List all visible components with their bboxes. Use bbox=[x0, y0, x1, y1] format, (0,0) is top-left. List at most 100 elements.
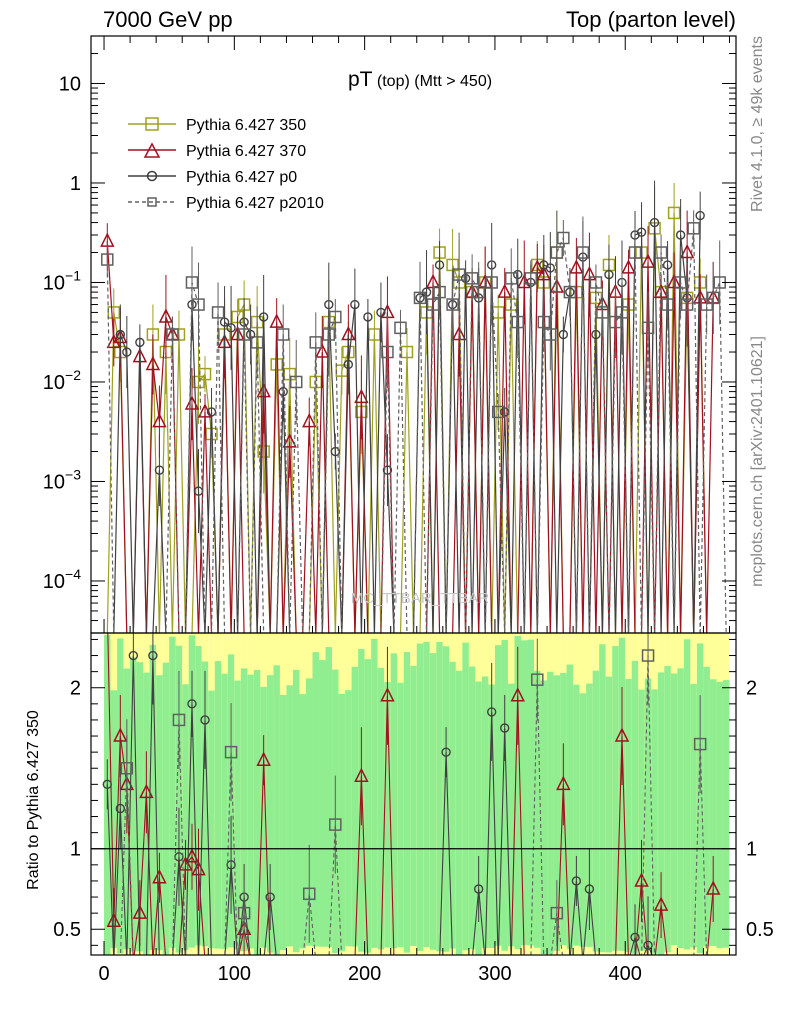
data-point bbox=[550, 246, 564, 259]
data-point bbox=[667, 206, 681, 220]
ratio-band-green bbox=[449, 661, 456, 949]
data-point bbox=[276, 328, 290, 341]
ratio-band-green bbox=[468, 666, 476, 950]
ratio-band-green bbox=[279, 694, 287, 951]
legend: Pythia 6.427 350 Pythia 6.427 370 Pythia… bbox=[128, 117, 324, 212]
ratio-band-green bbox=[169, 636, 176, 948]
data-point bbox=[350, 299, 360, 310]
data-point bbox=[106, 333, 122, 349]
ratio-band-green bbox=[638, 689, 645, 951]
ratio-band-green bbox=[240, 668, 248, 952]
ratio-point bbox=[550, 906, 564, 920]
data-point bbox=[154, 465, 165, 475]
ratio-point bbox=[128, 650, 139, 661]
ratio-band-green bbox=[514, 636, 521, 950]
ratio-y-tick-label-right: 0.5 bbox=[746, 919, 774, 941]
ratio-point bbox=[172, 713, 186, 727]
data-point bbox=[376, 307, 386, 318]
data-point bbox=[485, 276, 498, 289]
data-point bbox=[653, 283, 669, 298]
data-point bbox=[354, 388, 369, 404]
y-tick-label: 10−2 bbox=[43, 367, 81, 394]
ratio-band-green bbox=[547, 671, 554, 954]
ratio-point bbox=[630, 932, 640, 942]
ratio-point bbox=[113, 727, 128, 742]
ratio-point bbox=[148, 650, 158, 661]
data-point bbox=[270, 358, 283, 371]
data-point bbox=[687, 222, 700, 235]
ratio-point bbox=[132, 904, 148, 919]
data-point bbox=[166, 328, 179, 341]
ratio-band-green bbox=[657, 672, 665, 955]
ratio-band-green bbox=[306, 678, 313, 946]
data-point bbox=[226, 323, 236, 333]
ratio-band-green bbox=[266, 675, 274, 953]
ratio-point bbox=[152, 869, 167, 884]
ratio-band-green bbox=[625, 679, 632, 952]
data-point bbox=[465, 272, 479, 285]
data-point bbox=[674, 276, 687, 289]
ratio-band-green bbox=[247, 674, 254, 949]
ratio-band-green bbox=[475, 681, 482, 955]
data-point bbox=[413, 291, 427, 305]
y-tick-label: 10−3 bbox=[43, 466, 81, 493]
ratio-band-green bbox=[696, 643, 704, 953]
ratio-point bbox=[486, 707, 497, 717]
ratio-point bbox=[705, 880, 721, 895]
data-point bbox=[511, 315, 524, 329]
data-point bbox=[692, 289, 708, 304]
ratio-point bbox=[380, 687, 395, 702]
ratio-point bbox=[106, 912, 122, 927]
data-point bbox=[636, 227, 647, 237]
side-mcplots-label: mcplots.cern.ch [arXiv:2401.10621] bbox=[749, 336, 766, 587]
ratio-point bbox=[200, 715, 210, 725]
ratio-band-green bbox=[481, 676, 489, 949]
ratio-band-green bbox=[540, 680, 548, 954]
data-point bbox=[152, 412, 167, 428]
ratio-point bbox=[473, 884, 484, 894]
data-point bbox=[382, 465, 393, 475]
ratio-band-green bbox=[612, 646, 619, 951]
ratio-band-green bbox=[592, 670, 600, 952]
ratio-band-green bbox=[214, 661, 222, 949]
series-3 bbox=[101, 210, 727, 633]
ratio-band-green bbox=[586, 683, 593, 947]
data-point bbox=[472, 285, 485, 299]
data-point bbox=[477, 273, 493, 289]
ratio-band-green bbox=[573, 684, 580, 946]
data-point bbox=[426, 298, 440, 311]
data-point bbox=[192, 375, 205, 389]
ratio-band-green bbox=[201, 661, 209, 947]
ratio-point bbox=[115, 803, 126, 814]
ratio-band-green bbox=[534, 670, 541, 948]
data-point bbox=[452, 268, 466, 281]
legend-label-p0: Pythia 6.427 p0 bbox=[186, 169, 297, 186]
ratio-y-tick-label: 2 bbox=[70, 678, 81, 700]
ratio-point bbox=[187, 699, 197, 709]
ratio-band-green bbox=[599, 644, 606, 953]
ratio-point bbox=[184, 848, 200, 863]
ratio-plot-series bbox=[102, 633, 721, 955]
ratio-band-green bbox=[429, 653, 437, 950]
data-point bbox=[278, 386, 288, 397]
data-point bbox=[381, 345, 394, 359]
ratio-point bbox=[531, 673, 544, 686]
data-point bbox=[315, 343, 330, 358]
x-tick-label: 200 bbox=[348, 963, 381, 985]
ratio-band-green bbox=[162, 662, 170, 955]
data-point bbox=[363, 312, 373, 322]
ratio-band-green bbox=[716, 681, 723, 949]
ratio-band-green bbox=[286, 685, 293, 947]
main-plot-series bbox=[100, 180, 727, 633]
data-point bbox=[654, 246, 668, 259]
ratio-band-green bbox=[455, 670, 463, 955]
x-tick-label: 100 bbox=[218, 963, 251, 985]
data-point bbox=[569, 259, 584, 274]
ratio-band-green bbox=[319, 660, 326, 947]
data-point bbox=[122, 347, 132, 357]
ratio-y-tick-label: 0.5 bbox=[53, 919, 81, 941]
ratio-y-axis-label: Ratio to Pythia 6.427 350 bbox=[25, 710, 42, 890]
data-point bbox=[394, 321, 407, 335]
ratio-band-green bbox=[488, 684, 495, 948]
data-point bbox=[557, 231, 570, 245]
